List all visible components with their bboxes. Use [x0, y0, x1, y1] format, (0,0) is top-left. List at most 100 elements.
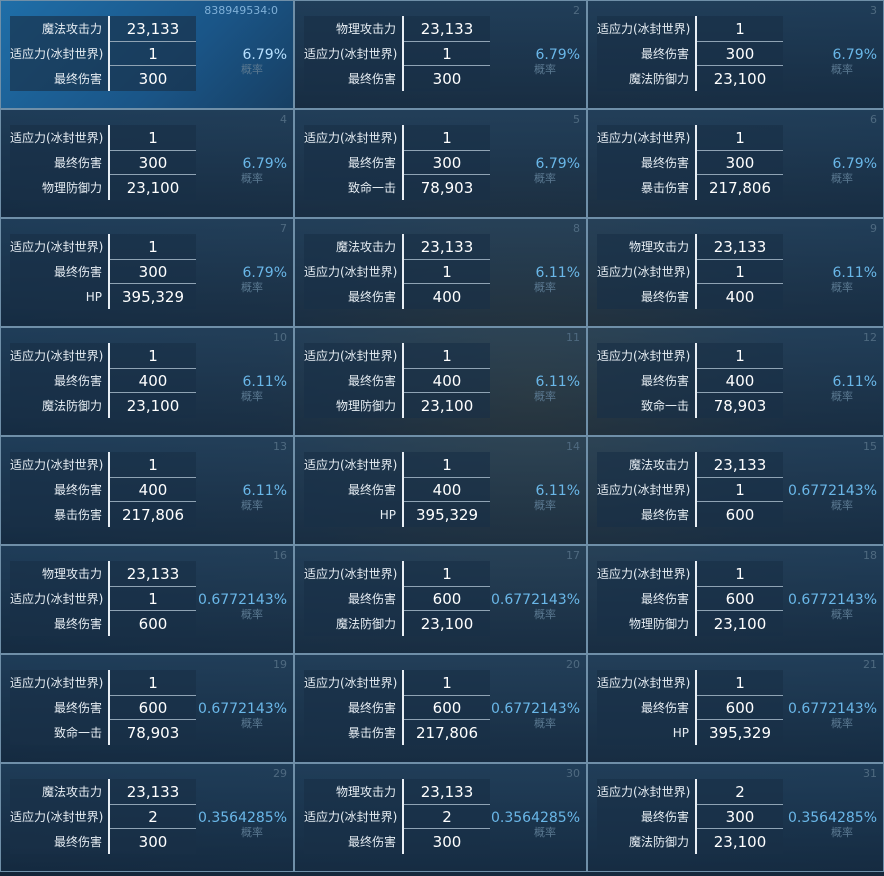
- stat-list: 适应力(冰封世界) 1 最终伤害 400 魔法防御力 23,100: [10, 343, 196, 418]
- option-cell[interactable]: 20 适应力(冰封世界) 1 最终伤害 600 暴击伤害 217,806 0.6772143%…: [294, 654, 587, 763]
- probability-label: 概率: [534, 281, 556, 294]
- option-cell[interactable]: 13 适应力(冰封世界) 1 最终伤害 400 暴击伤害 217,806 6.11% 概率: [0, 436, 294, 545]
- stat-row: 最终伤害 300: [597, 150, 783, 175]
- stat-row: 适应力(冰封世界) 1: [10, 586, 196, 611]
- option-cell[interactable]: 2 物理攻击力 23,133 适应力(冰封世界) 1 最终伤害 300 6.79% 概率: [294, 0, 587, 109]
- stat-value: 1: [695, 125, 783, 150]
- stat-label: 最终伤害: [53, 72, 102, 86]
- probability-value: 6.11%: [832, 374, 877, 390]
- stat-list: 物理攻击力 23,133 适应力(冰封世界) 1 最终伤害 400: [597, 234, 783, 309]
- probability-value: 0.3564285%: [787, 810, 877, 826]
- stat-value: 23,133: [402, 234, 490, 259]
- stat-label: 致命一击: [640, 399, 689, 413]
- option-cell[interactable]: 21 适应力(冰封世界) 1 最终伤害 600 HP 395,329 0.6772143% 概率: [587, 654, 884, 763]
- stat-value: 23,133: [108, 16, 196, 41]
- option-cell[interactable]: 3 适应力(冰封世界) 1 最终伤害 300 魔法防御力 23,100 6.79% 概率: [587, 0, 884, 109]
- probability-label: 概率: [241, 390, 263, 403]
- option-cell[interactable]: 7 适应力(冰封世界) 1 最终伤害 300 HP 395,329 6.79% 概率: [0, 218, 294, 327]
- option-cell[interactable]: 29 魔法攻击力 23,133 适应力(冰封世界) 2 最终伤害 300 0.3564285%…: [0, 763, 294, 872]
- stat-value: 23,100: [695, 611, 783, 636]
- stat-value: 600: [108, 611, 196, 636]
- stat-value: 23,133: [402, 16, 490, 41]
- stat-row: 最终伤害 600: [10, 611, 196, 636]
- stat-list: 魔法攻击力 23,133 适应力(冰封世界) 1 最终伤害 400: [304, 234, 490, 309]
- stat-row: 最终伤害 300: [10, 259, 196, 284]
- probability-value: 0.6772143%: [490, 701, 580, 717]
- probability-value: 0.6772143%: [490, 592, 580, 608]
- stat-value: 1: [695, 561, 783, 586]
- stat-label: 最终伤害: [347, 701, 396, 715]
- probability-value: 6.79%: [242, 265, 287, 281]
- stat-row: 最终伤害 300: [304, 150, 490, 175]
- stat-label: 适应力(冰封世界): [597, 483, 691, 497]
- stat-row: 物理攻击力 23,133: [304, 16, 490, 41]
- stat-row: 魔法防御力 23,100: [10, 393, 196, 418]
- stat-label: 最终伤害: [53, 374, 102, 388]
- stat-label: 物理防御力: [41, 181, 102, 195]
- option-cell[interactable]: 8 魔法攻击力 23,133 适应力(冰封世界) 1 最终伤害 400 6.11% 概率: [294, 218, 587, 327]
- probability-value: 0.6772143%: [197, 701, 287, 717]
- option-cell[interactable]: 14 适应力(冰封世界) 1 最终伤害 400 HP 395,329 6.11% 概率: [294, 436, 587, 545]
- option-index: 10: [273, 331, 287, 344]
- probability-value: 6.79%: [242, 47, 287, 63]
- stat-row: 适应力(冰封世界) 1: [597, 477, 783, 502]
- option-cell[interactable]: 31 适应力(冰封世界) 2 最终伤害 300 魔法防御力 23,100 0.3564285%…: [587, 763, 884, 872]
- probability-label: 概率: [831, 717, 853, 730]
- stat-label: 物理攻击力: [628, 240, 689, 254]
- stat-row: HP 395,329: [10, 284, 196, 309]
- stat-list: 适应力(冰封世界) 1 最终伤害 300 致命一击 78,903: [304, 125, 490, 200]
- stat-value: 1: [402, 452, 490, 477]
- probability-value: 6.11%: [535, 483, 580, 499]
- stat-value: 1: [108, 125, 196, 150]
- probability-value: 6.11%: [242, 483, 287, 499]
- probability-label: 概率: [534, 499, 556, 512]
- option-cell[interactable]: 16 物理攻击力 23,133 适应力(冰封世界) 1 最终伤害 600 0.6772143%…: [0, 545, 294, 654]
- stat-row: 最终伤害 600: [597, 586, 783, 611]
- stat-row: 物理防御力 23,100: [597, 611, 783, 636]
- stat-label: 最终伤害: [53, 156, 102, 170]
- option-cell[interactable]: 6 适应力(冰封世界) 1 最终伤害 300 暴击伤害 217,806 6.79% 概率: [587, 109, 884, 218]
- stat-list: 物理攻击力 23,133 适应力(冰封世界) 1 最终伤害 300: [304, 16, 490, 91]
- option-cell[interactable]: 5 适应力(冰封世界) 1 最终伤害 300 致命一击 78,903 6.79% 概率: [294, 109, 587, 218]
- stat-label: 最终伤害: [53, 265, 102, 279]
- stat-row: 最终伤害 600: [10, 695, 196, 720]
- stat-row: 适应力(冰封世界) 1: [597, 670, 783, 695]
- stat-value: 23,133: [402, 779, 490, 804]
- stat-value: 217,806: [402, 720, 490, 745]
- stat-value: 217,806: [695, 175, 783, 200]
- option-cell[interactable]: 10 适应力(冰封世界) 1 最终伤害 400 魔法防御力 23,100 6.11% 概率: [0, 327, 294, 436]
- stat-label: 最终伤害: [53, 835, 102, 849]
- stat-list: 适应力(冰封世界) 1 最终伤害 600 致命一击 78,903: [10, 670, 196, 745]
- stat-value: 217,806: [108, 502, 196, 527]
- stat-label: 适应力(冰封世界): [304, 349, 398, 363]
- stat-value: 1: [402, 259, 490, 284]
- option-cell[interactable]: 9 物理攻击力 23,133 适应力(冰封世界) 1 最终伤害 400 6.11% 概率: [587, 218, 884, 327]
- stat-label: 适应力(冰封世界): [597, 349, 691, 363]
- probability-label: 概率: [534, 63, 556, 76]
- option-cell[interactable]: 19 适应力(冰封世界) 1 最终伤害 600 致命一击 78,903 0.6772143% 概…: [0, 654, 294, 763]
- option-cell[interactable]: 15 魔法攻击力 23,133 适应力(冰封世界) 1 最终伤害 600 0.6772143%…: [587, 436, 884, 545]
- probability-value: 0.6772143%: [197, 592, 287, 608]
- option-cell[interactable]: 11 适应力(冰封世界) 1 最终伤害 400 物理防御力 23,100 6.11% 概率: [294, 327, 587, 436]
- probability-value: 0.6772143%: [787, 701, 877, 717]
- probability-value: 6.11%: [242, 374, 287, 390]
- stat-label: 适应力(冰封世界): [597, 676, 691, 690]
- stat-list: 物理攻击力 23,133 适应力(冰封世界) 2 最终伤害 300: [304, 779, 490, 854]
- stat-label: 最终伤害: [347, 72, 396, 86]
- option-cell[interactable]: 838949534:0 魔法攻击力 23,133 适应力(冰封世界) 1 最终伤害 300 6…: [0, 0, 294, 109]
- probability-label: 概率: [534, 717, 556, 730]
- option-cell[interactable]: 17 适应力(冰封世界) 1 最终伤害 600 魔法防御力 23,100 0.6772143%…: [294, 545, 587, 654]
- option-cell[interactable]: 30 物理攻击力 23,133 适应力(冰封世界) 2 最终伤害 300 0.3564285%…: [294, 763, 587, 872]
- stat-label: HP: [379, 507, 396, 522]
- probability-value: 0.6772143%: [787, 483, 877, 499]
- option-cell[interactable]: 4 适应力(冰封世界) 1 最终伤害 300 物理防御力 23,100 6.79% 概率: [0, 109, 294, 218]
- stat-row: 适应力(冰封世界) 1: [597, 259, 783, 284]
- stat-value: 400: [695, 368, 783, 393]
- stat-label: 物理防御力: [335, 399, 396, 413]
- stat-row: 最终伤害 600: [304, 695, 490, 720]
- option-index: 16: [273, 549, 287, 562]
- stat-label: 最终伤害: [347, 483, 396, 497]
- option-cell[interactable]: 12 适应力(冰封世界) 1 最终伤害 400 致命一击 78,903 6.11% 概率: [587, 327, 884, 436]
- option-cell[interactable]: 18 适应力(冰封世界) 1 最终伤害 600 物理防御力 23,100 0.6772143%…: [587, 545, 884, 654]
- stat-row: 适应力(冰封世界) 1: [10, 670, 196, 695]
